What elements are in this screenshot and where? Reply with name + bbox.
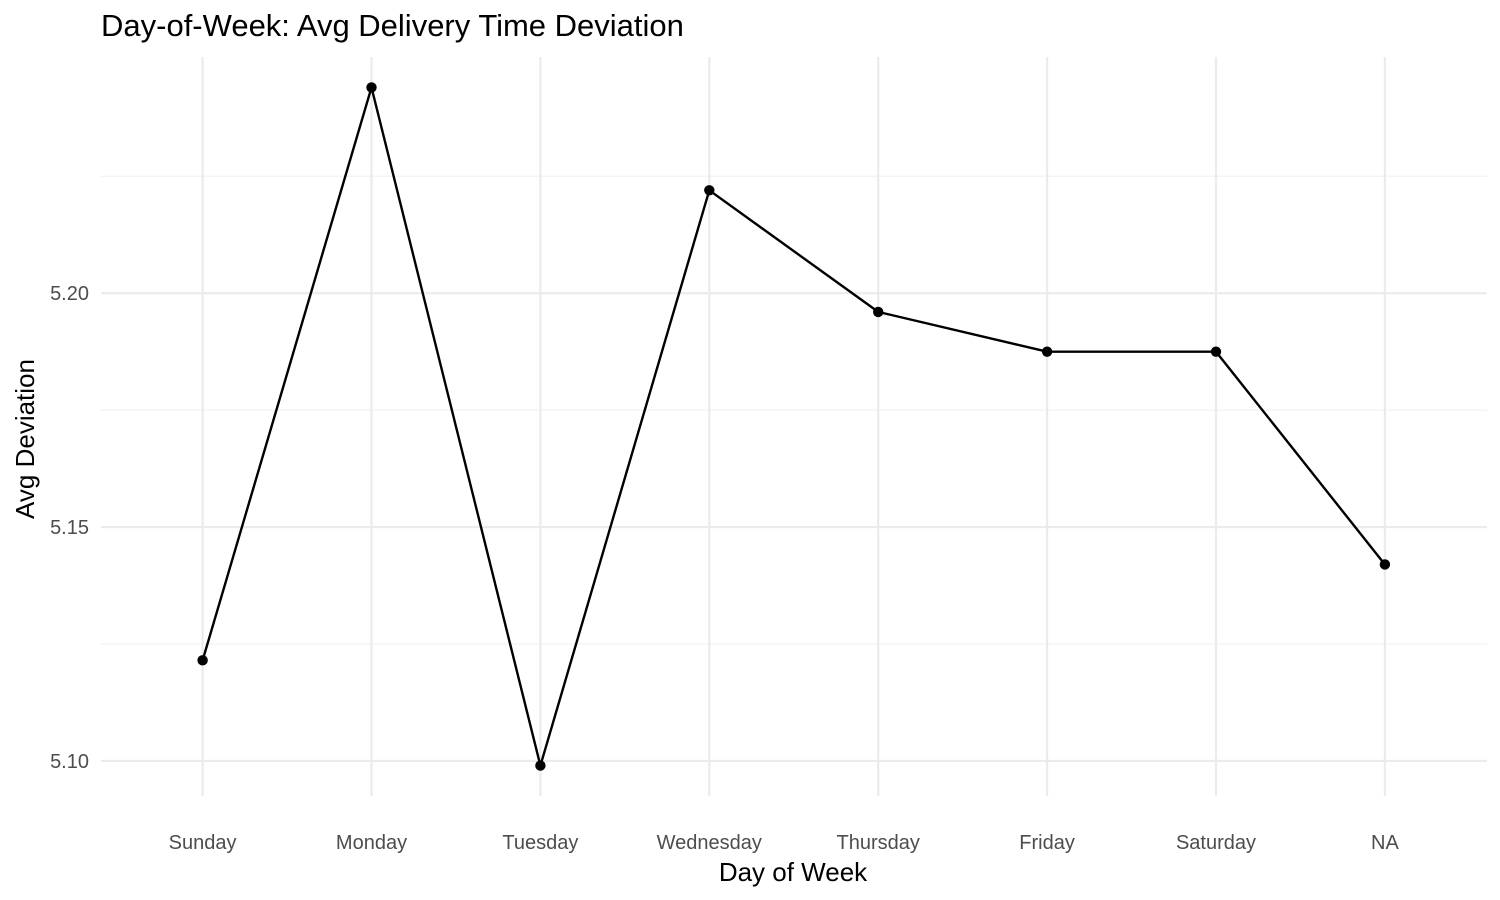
minor-gridlines <box>101 175 1487 645</box>
x-tick-label: Friday <box>1019 832 1075 854</box>
data-point-na[interactable] <box>1379 559 1391 570</box>
y-tick-label: 5.10 <box>50 751 89 773</box>
series-group <box>201 82 1386 771</box>
x-tick-labels: Sunday Monday Tuesday Wednesday Thursday Frid… <box>169 832 1400 854</box>
y-tick-label: 5.15 <box>50 517 89 539</box>
x-tick-label: Tuesday <box>502 832 578 854</box>
data-point-tuesday[interactable] <box>535 760 546 771</box>
vertical-gridlines <box>201 57 1387 796</box>
chart-title: Day-of-Week: Avg Delivery Time Deviation <box>101 8 684 43</box>
y-axis-title: Avg Deviation <box>10 359 40 519</box>
x-axis-title: Day of Week <box>719 857 868 887</box>
x-tick-label: Wednesday <box>657 832 762 854</box>
x-tick-label: Sunday <box>169 832 237 854</box>
x-tick-label: NA <box>1371 832 1399 854</box>
y-tick-labels: 5.10 5.15 5.20 <box>50 283 89 773</box>
data-point-friday[interactable] <box>1041 346 1053 357</box>
series-line <box>201 82 1386 771</box>
data-point-saturday[interactable] <box>1210 346 1222 357</box>
data-point-sunday[interactable] <box>197 655 208 666</box>
points-group <box>197 82 1391 771</box>
data-point-monday[interactable] <box>366 82 377 93</box>
x-tick-label: Thursday <box>837 832 920 854</box>
y-tick-label: 5.20 <box>50 283 89 305</box>
horizontal-gridlines <box>101 292 1487 763</box>
data-point-thursday[interactable] <box>873 306 884 318</box>
x-tick-label: Saturday <box>1176 832 1256 854</box>
x-tick-label: Monday <box>336 832 407 854</box>
data-point-wednesday[interactable] <box>704 185 715 196</box>
